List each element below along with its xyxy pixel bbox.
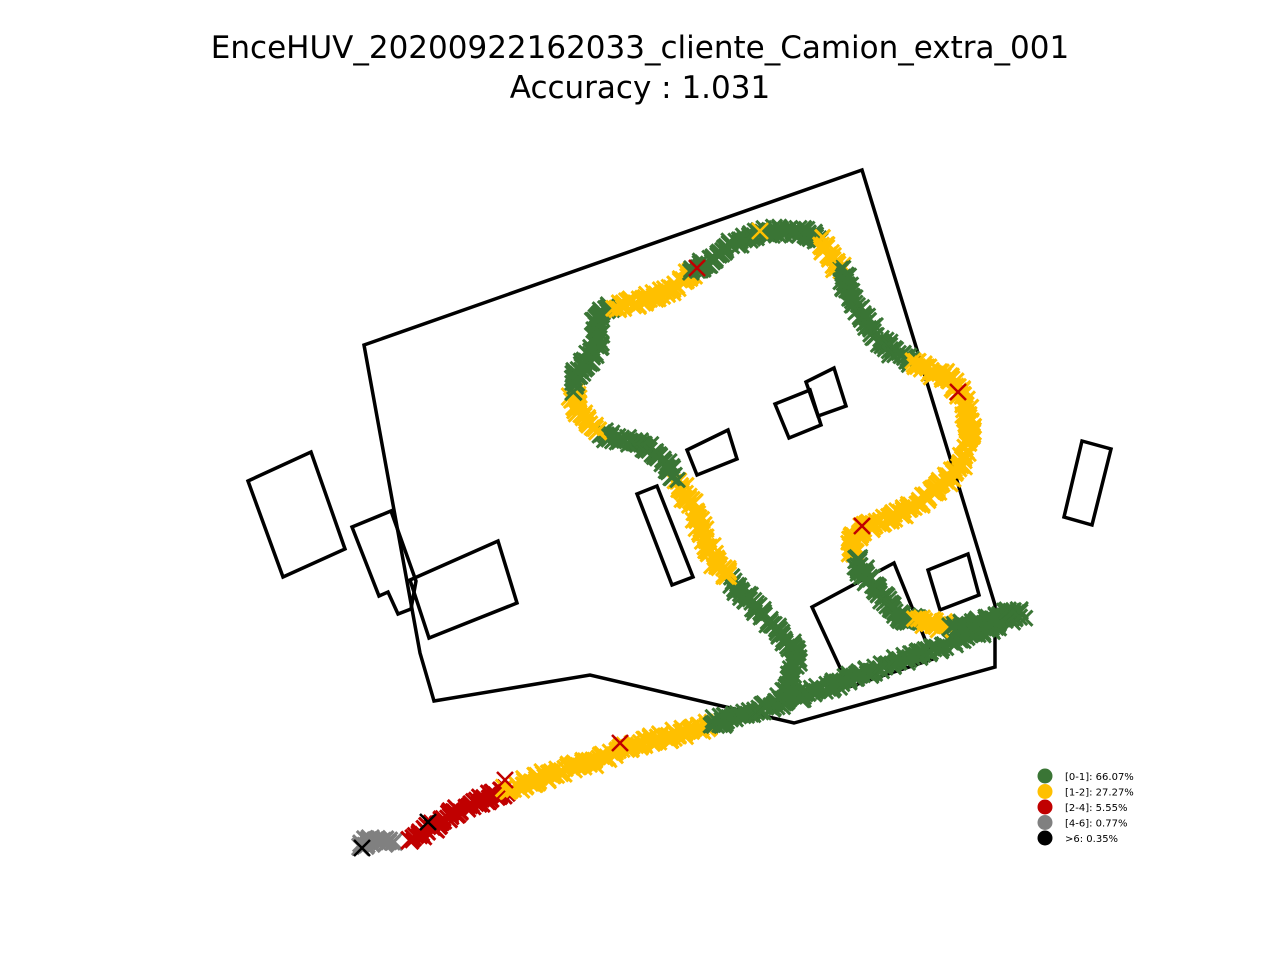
site-boundary — [362, 167, 997, 725]
legend-label: [1-2]: 27.27% — [1065, 788, 1134, 799]
legend-swatch — [1037, 799, 1053, 815]
legend-swatch — [1037, 768, 1053, 784]
building-j — [1061, 438, 1114, 528]
chart-subtitle: Accuracy : 1.031 — [509, 70, 771, 106]
chart-title: EnceHUV_20200922162033_cliente_Camion_ex… — [210, 30, 1070, 66]
outline-layer — [245, 167, 1114, 725]
legend-swatch — [1037, 784, 1053, 799]
building-d — [634, 483, 696, 588]
track-point — [853, 517, 871, 535]
building-e — [684, 427, 740, 478]
legend-swatch — [1037, 815, 1053, 830]
track-point — [949, 383, 967, 401]
legend-label: >6: 0.35% — [1065, 834, 1118, 845]
building-a — [245, 449, 348, 580]
track-point — [954, 406, 972, 424]
track-point — [446, 803, 464, 821]
track-point — [1016, 609, 1034, 627]
track-point — [611, 734, 629, 752]
legend-label: [4-6]: 0.77% — [1065, 819, 1127, 830]
track-point — [353, 839, 371, 857]
track-point — [384, 831, 404, 852]
building-c — [407, 538, 520, 641]
legend-swatch — [1037, 830, 1053, 846]
legend: [0-1]: 66.07% [1-2]: 27.27% [2-4]: 5.55% [4… — [1037, 768, 1134, 846]
track-point — [688, 259, 706, 277]
track-layer — [350, 218, 1034, 857]
track-point — [496, 771, 514, 789]
building-b — [349, 508, 418, 617]
building-i — [925, 551, 982, 613]
track-point — [819, 246, 837, 264]
track-point — [380, 833, 398, 851]
building-f — [772, 387, 824, 441]
legend-label: [0-1]: 66.07% — [1065, 772, 1134, 783]
track-point — [419, 813, 437, 831]
track-point — [1010, 608, 1029, 627]
building-g — [803, 365, 849, 419]
track-point — [751, 222, 769, 240]
legend-label: [2-4]: 5.55% — [1065, 803, 1127, 814]
